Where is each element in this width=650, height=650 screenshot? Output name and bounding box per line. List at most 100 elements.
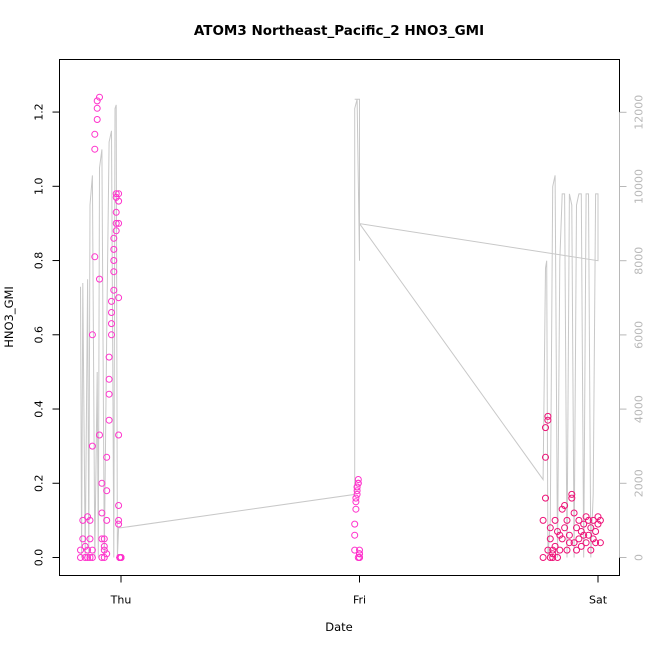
data-point (554, 554, 561, 561)
data-point (353, 490, 361, 498)
y2-tick-label: 0 (633, 554, 646, 561)
data-point (110, 234, 118, 242)
data-point (112, 208, 120, 216)
data-point (596, 516, 604, 524)
data-point (575, 516, 583, 524)
data-point (77, 554, 84, 561)
data-point (105, 416, 113, 424)
data-point (554, 528, 561, 535)
data-point (112, 227, 120, 235)
left-axis: 0.0 0.2 0.4 0.6 0.8 1.0 1.2 (33, 103, 60, 566)
data-point (115, 502, 123, 509)
data-point (110, 245, 118, 253)
data-point (115, 197, 123, 205)
data-point (561, 524, 569, 532)
data-point (580, 531, 588, 539)
data-point (573, 524, 580, 532)
data-point (589, 516, 597, 524)
data-point (356, 554, 363, 561)
altitude-line (80, 98, 599, 558)
data-point (93, 104, 101, 112)
data-point (577, 528, 585, 535)
data-point (91, 145, 99, 153)
data-point (100, 542, 108, 550)
data-point (81, 542, 89, 550)
data-point (108, 320, 115, 328)
data-point (577, 542, 585, 550)
data-point (79, 535, 87, 543)
data-point (84, 554, 92, 561)
data-point (573, 546, 580, 554)
data-point (351, 546, 359, 554)
data-point (594, 513, 602, 521)
data-point (544, 416, 552, 424)
data-point (582, 513, 590, 521)
data-point (100, 546, 108, 554)
data-point (546, 554, 554, 561)
points-layer (77, 93, 604, 561)
data-point (592, 528, 600, 535)
data-point (110, 268, 118, 276)
data-point (108, 297, 115, 305)
data-point (86, 516, 94, 524)
data-point (542, 453, 549, 461)
x-tick-label: Thu (110, 594, 132, 607)
data-point (98, 479, 106, 487)
data-point (558, 505, 566, 513)
data-point (356, 550, 363, 558)
data-point (86, 535, 94, 543)
data-point (582, 539, 590, 547)
data-point (84, 546, 92, 554)
data-point (86, 554, 94, 561)
data-point (98, 509, 106, 517)
data-point (352, 498, 360, 506)
data-point (594, 520, 602, 528)
data-point (88, 331, 96, 339)
data-point (115, 431, 123, 439)
data-point (592, 539, 600, 547)
data-point (539, 516, 547, 524)
data-point (79, 516, 87, 524)
data-point (587, 524, 595, 532)
right-axis: 0 2000 4000 6000 8000 10000 12000 (619, 95, 646, 561)
data-point (96, 275, 103, 283)
data-point (77, 546, 84, 554)
data-point (103, 487, 111, 495)
y-tick-label: 1.2 (33, 103, 46, 121)
data-point (549, 546, 557, 554)
data-point (88, 554, 96, 561)
y2-tick-label: 4000 (633, 395, 646, 423)
data-point (96, 431, 103, 439)
plot-frame (59, 59, 620, 576)
data-point (105, 353, 113, 361)
data-point (570, 509, 578, 517)
line-layer (80, 98, 599, 558)
data-point (115, 516, 123, 524)
data-point (351, 520, 359, 528)
data-point (570, 539, 578, 547)
y-tick-label: 0.8 (33, 252, 46, 270)
data-point (115, 190, 123, 198)
y2-tick-label: 6000 (633, 321, 646, 349)
data-point (585, 531, 592, 539)
data-point (568, 490, 576, 498)
data-point (551, 542, 559, 550)
y2-tick-label: 2000 (633, 469, 646, 497)
data-point (112, 193, 120, 201)
data-point (565, 539, 573, 547)
x-tick-label: Sat (589, 594, 608, 607)
data-point (91, 130, 99, 138)
y-axis-label: HNO3_GMI (2, 286, 16, 348)
x-axis-label: Date (325, 620, 353, 634)
y-tick-label: 0.6 (33, 326, 46, 344)
data-point (110, 286, 118, 294)
data-point (88, 546, 96, 554)
data-point (98, 554, 106, 561)
data-point (88, 442, 96, 450)
data-point (546, 524, 554, 532)
data-point (585, 516, 592, 524)
data-point (568, 494, 576, 502)
data-point (98, 535, 106, 543)
data-point (551, 516, 559, 524)
data-point (589, 535, 597, 543)
